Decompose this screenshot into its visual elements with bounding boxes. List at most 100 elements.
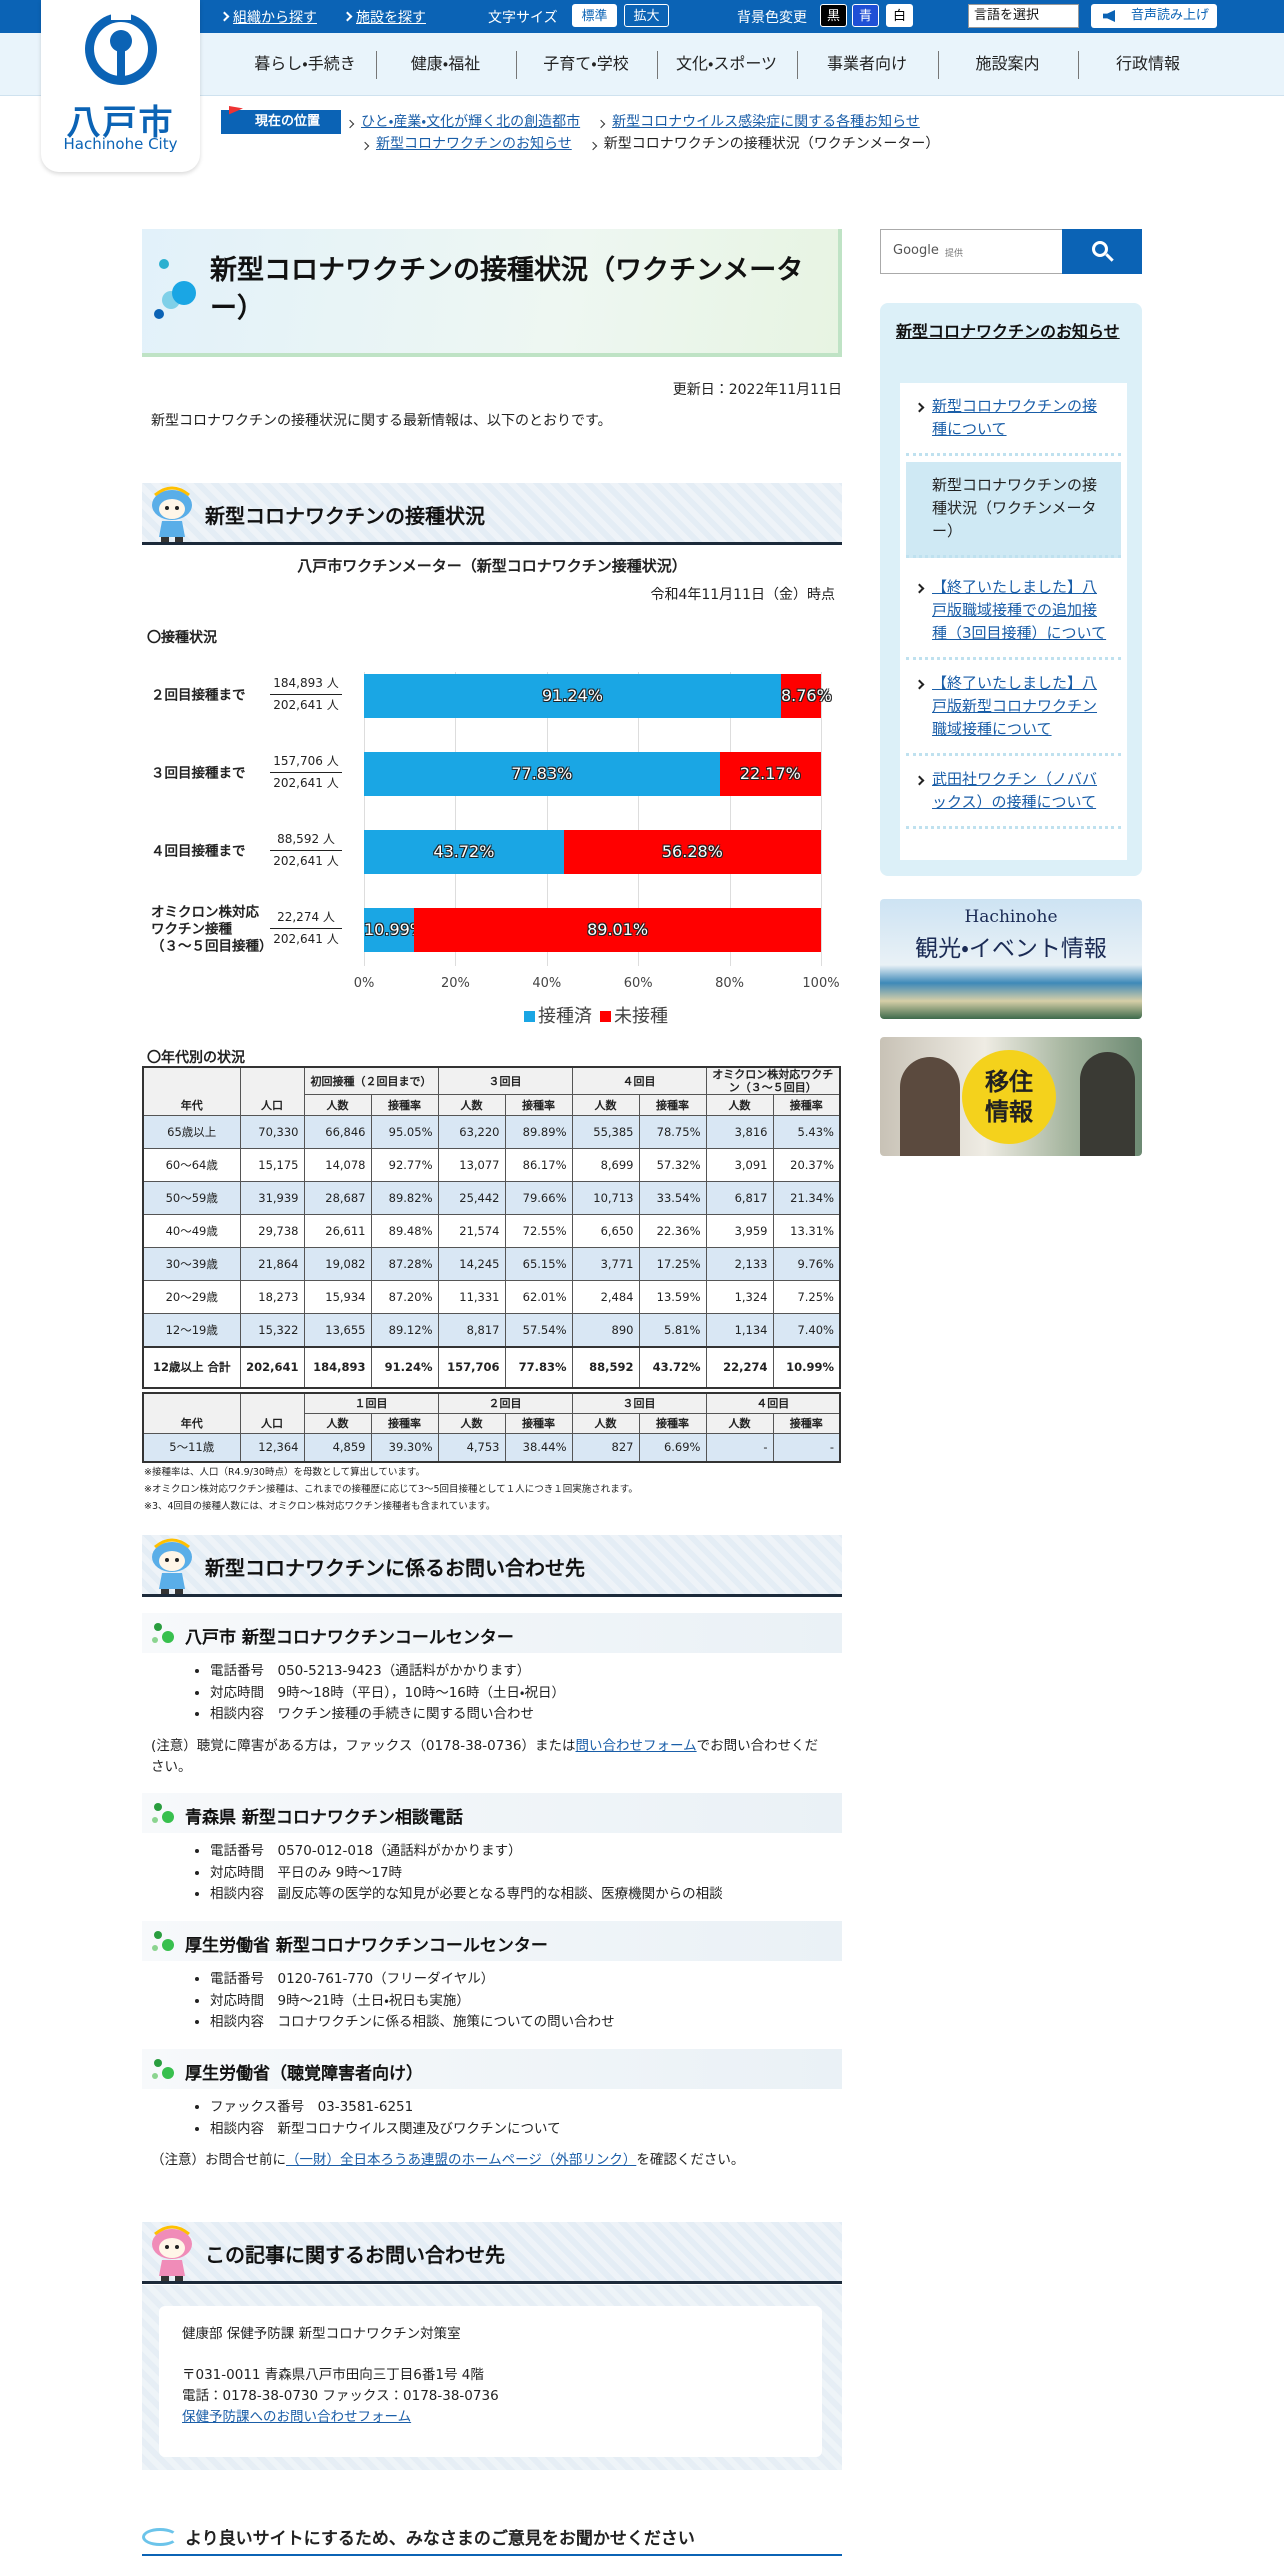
subcolumn-header: 接種率 bbox=[370, 1094, 439, 1116]
breadcrumb-item: 新型コロナワクチンの接種状況（ワクチンメーター） bbox=[590, 136, 940, 152]
note-text: (注意）聴覚に障害がある方は，ファックス（0178-38-0736）または bbox=[151, 1737, 576, 1754]
bar-value-label: 89.01% bbox=[587, 920, 649, 939]
bg-color-button[interactable]: 白 bbox=[886, 4, 913, 27]
side-menu-item[interactable]: 【終了いたしました】八戸版新型コロナワクチン職域接種について bbox=[906, 660, 1121, 756]
decoration bbox=[159, 499, 185, 519]
decoration bbox=[154, 486, 190, 497]
count-denominator: 202,641 人 bbox=[273, 854, 339, 868]
global-nav bbox=[0, 33, 1284, 96]
nav-item[interactable]: 子育て・学校 bbox=[516, 33, 656, 95]
nav-item[interactable]: 行政情報 bbox=[1078, 33, 1218, 95]
info-item: 電話番号 050-5213-9423（通話料がかかります） bbox=[210, 1661, 842, 1683]
table-cell: 86.17% bbox=[504, 1148, 573, 1182]
subcolumn-header: 接種率 bbox=[504, 1094, 573, 1116]
decoration bbox=[161, 1589, 169, 1594]
breadcrumb-line: ひと・産業・文化が輝く北の創造都市 新型コロナウイルス感染症に関する各種お知らせ bbox=[347, 112, 938, 132]
table-cell: 3,816 bbox=[705, 1115, 774, 1149]
search-button[interactable] bbox=[1062, 229, 1142, 274]
heading-dot bbox=[162, 1939, 174, 1951]
header-row: 人数 接種率 人数 接種率 人数 接種率 人数 接種率 bbox=[143, 1094, 841, 1116]
table-cell: 9.76% bbox=[772, 1247, 841, 1281]
data-row: 40～49歳 29,738 26,611 89.48% 21,574 72.55% 6,65… bbox=[142, 1214, 841, 1248]
info-item: ファックス番号 03-3581-6251 bbox=[210, 2097, 842, 2119]
nav-item[interactable]: 暮らし・手続き bbox=[254, 54, 356, 73]
banner-migration[interactable]: 移住 情報 bbox=[880, 1037, 1142, 1156]
info-item: 相談内容 コロナワクチンに係る相談、施策についての問い合わせ bbox=[210, 2012, 842, 2034]
bg-color-button[interactable]: 青 bbox=[852, 4, 879, 27]
section-heading: 新型コロナワクチンに係るお問い合わせ先 bbox=[142, 1535, 842, 1597]
subsection-heading-text: 厚生労働省 新型コロナワクチンコールセンター bbox=[185, 1936, 548, 1956]
info-list: ファックス番号 03-3581-6251相談内容 新型コロナウイルス関連及びワク… bbox=[142, 2097, 842, 2140]
breadcrumb-item[interactable]: 新型コロナウイルス感染症に関する各種お知らせ bbox=[598, 114, 920, 130]
subcolumn-header: 人数 bbox=[303, 1094, 372, 1116]
table-cell: 33.54% bbox=[638, 1181, 707, 1215]
side-menu-item[interactable]: 【終了いたしました】八戸版職域接種での追加接種（3回目接種）について bbox=[906, 564, 1121, 660]
table-cell: 91.24% bbox=[370, 1346, 439, 1388]
table-cell: 5.43% bbox=[772, 1115, 841, 1149]
subsection-heading-text: 青森県 新型コロナワクチン相談電話 bbox=[185, 1808, 463, 1828]
subcolumn-header: 人数 bbox=[571, 1412, 640, 1434]
table-cell: 89.89% bbox=[504, 1115, 573, 1149]
note-link[interactable]: （一財）全日本ろうあ連盟のホームページ（外部リンク） bbox=[286, 2152, 637, 2168]
table-cell: 55,385 bbox=[571, 1115, 640, 1149]
count-denominator: 202,641 人 bbox=[273, 776, 339, 790]
site-logo[interactable]: 八戸市 Hachinohe City bbox=[41, 0, 200, 172]
page-title: 新型コロナワクチンの接種状況（ワクチンメーター） bbox=[210, 255, 804, 324]
subsection-heading: 厚生労働省（聴覚障害者向け） bbox=[142, 2049, 842, 2089]
legend: 接種済 未接種 bbox=[396, 1002, 796, 1028]
table-cell: 18,273 bbox=[239, 1280, 305, 1314]
nav-item[interactable]: 事業者向け bbox=[797, 33, 937, 95]
decoration bbox=[165, 1558, 169, 1562]
bg-color-button[interactable]: 黒 bbox=[820, 4, 847, 27]
subcolumn-header: 人数 bbox=[437, 1094, 506, 1116]
table-cell: 22.36% bbox=[638, 1214, 707, 1248]
heading-dot bbox=[152, 1945, 158, 1951]
language-select[interactable]: 言語を選択 bbox=[968, 4, 1079, 28]
table-cell: 60～64歳 bbox=[142, 1148, 241, 1182]
banner-tourism[interactable]: Hachinohe 観光・イベント情報 bbox=[880, 899, 1142, 1019]
side-menu-item[interactable]: 新型コロナワクチンの接種について bbox=[906, 383, 1121, 456]
side-menu: 新型コロナワクチンのお知らせ 新型コロナワクチンの接種について 新型コロナワクチンの… bbox=[880, 303, 1142, 876]
grid-line bbox=[546, 672, 548, 966]
legend-item: 未接種 bbox=[600, 1006, 668, 1027]
grid-line bbox=[364, 672, 365, 966]
table-cell: 40～49歳 bbox=[142, 1214, 241, 1248]
nav-item[interactable]: 施設案内 bbox=[937, 33, 1078, 95]
data-table: 年代 人口 １回目 ２回目 ３回目 ４回目 人数 接種率 人数 接種率 人数 接種率 人数 接種率 5～11… bbox=[142, 1392, 841, 1463]
contact-form-link[interactable]: 保健予防課へのお問い合わせフォーム bbox=[182, 2409, 412, 2425]
table-cell: 89.12% bbox=[370, 1313, 439, 1347]
column-header: 年代 bbox=[142, 1392, 241, 1434]
subcolumn-header: 人数 bbox=[303, 1412, 372, 1434]
table-cell: 72.55% bbox=[504, 1214, 573, 1248]
breadcrumb-item[interactable]: 新型コロナワクチンのお知らせ bbox=[362, 136, 572, 152]
font-size-button[interactable]: 標準 bbox=[572, 4, 617, 27]
fraction-line bbox=[270, 772, 342, 773]
utility-link[interactable]: 施設を探す bbox=[344, 7, 426, 27]
side-menu-title[interactable]: 新型コロナワクチンのお知らせ bbox=[896, 322, 1120, 341]
nav-item[interactable]: 健康・福祉 bbox=[375, 33, 516, 95]
bar-value-label: 10.99% bbox=[364, 920, 426, 939]
table-cell: 13.31% bbox=[772, 1214, 841, 1248]
category-label: ２回目接種まで bbox=[151, 687, 246, 704]
breadcrumb-item[interactable]: ひと・産業・文化が輝く北の創造都市 bbox=[347, 114, 580, 130]
mascot-icon bbox=[152, 486, 192, 542]
table-cell: 43.72% bbox=[638, 1346, 707, 1388]
bar-segment bbox=[563, 830, 821, 874]
note-link[interactable]: 問い合わせフォーム bbox=[575, 1737, 697, 1754]
table-cell: 827 bbox=[571, 1432, 640, 1463]
table-cell: 5.81% bbox=[638, 1313, 707, 1347]
font-size-button[interactable]: 拡大 bbox=[624, 4, 669, 27]
side-menu-item[interactable]: 武田社ワクチン（ノババックス）の接種について bbox=[906, 756, 1121, 829]
table-note: ※オミクロン株対応ワクチン接種は、これまでの接種歴に応じて3～5回目接種として１… bbox=[144, 1484, 638, 1495]
nav-item[interactable]: 文化・スポーツ bbox=[656, 33, 797, 95]
decoration bbox=[165, 506, 169, 510]
updated-date: 更新日：2022年11月11日 bbox=[672, 382, 842, 398]
table-cell: 8,817 bbox=[437, 1313, 506, 1347]
logo-name: 八戸市 bbox=[66, 103, 175, 143]
bar-segment bbox=[364, 908, 415, 952]
x-tick-label: 20% bbox=[440, 976, 470, 991]
table-cell: 7.40% bbox=[772, 1313, 841, 1347]
table-cell: 1,134 bbox=[705, 1313, 774, 1347]
subcolumn-header: 接種率 bbox=[638, 1412, 707, 1434]
utility-link[interactable]: 組織から探す bbox=[221, 7, 317, 27]
